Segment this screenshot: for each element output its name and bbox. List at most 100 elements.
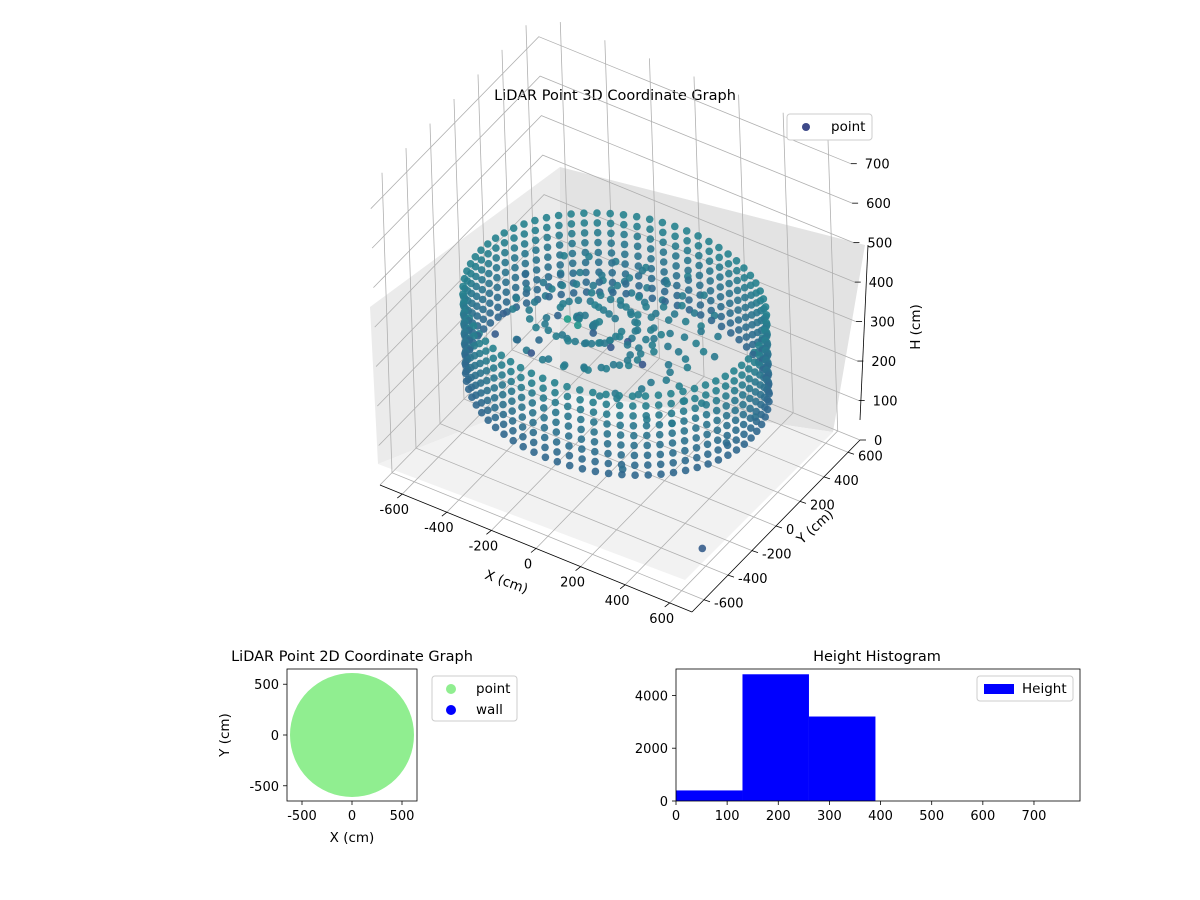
hist-frame: [675, 668, 1081, 802]
plot3d-point: [539, 394, 548, 402]
plot3d-point: [471, 252, 480, 261]
plot3d-point: [532, 266, 541, 274]
plot3d-y-tick: [703, 599, 711, 603]
plot3d-point: [643, 415, 651, 424]
plot3d-z-tick-label: 0: [874, 434, 882, 449]
plot3d-z-tick-label: 300: [870, 316, 895, 331]
plot3d-point: [552, 428, 561, 436]
plot3d-point: [554, 211, 563, 220]
plot3d-z-tick-label: 700: [865, 158, 890, 173]
plot3d-point: [733, 276, 741, 285]
plot3d-point: [558, 281, 567, 290]
plot3d-point: [497, 351, 506, 360]
plot3d-point: [748, 321, 756, 329]
plot3d-y-tick: [775, 525, 783, 529]
plot3d-point: [717, 302, 725, 311]
plot3d-point: [606, 209, 614, 218]
plot3d-point: [485, 269, 493, 278]
plot3d-point: [740, 274, 749, 282]
plot3d-point: [578, 445, 586, 453]
plot3d-point: [655, 411, 663, 419]
plot3d-point: [723, 431, 731, 440]
plot3d-point: [477, 408, 486, 417]
plot3d-point: [486, 309, 494, 317]
plot3d-point: [493, 273, 501, 282]
hist-y-tick-label: 0: [660, 795, 668, 810]
plot3d-point: [666, 329, 674, 338]
plot3d-point: [557, 290, 565, 299]
plot3d-point: [603, 440, 612, 448]
plot3d-point: [748, 330, 757, 339]
plot3d-point: [668, 439, 677, 447]
plot3d-point: [531, 216, 539, 225]
hist-bar: [808, 716, 876, 801]
plot3d-point: [659, 228, 667, 237]
plot3d-point: [491, 403, 499, 412]
plot3d-point: [753, 427, 761, 436]
hist-bar: [676, 790, 743, 801]
plot3d-point: [581, 239, 589, 247]
plot3d-point: [478, 285, 487, 294]
plot3d-point: [533, 276, 541, 284]
plot2d-x-label: X (cm): [330, 830, 375, 846]
plot3d-x-tick: [397, 493, 403, 499]
plot3d-point: [747, 301, 756, 309]
plot3d-point: [633, 232, 642, 241]
plot3d-point: [742, 343, 751, 351]
plot3d-point: [712, 396, 721, 405]
plot3d-point: [520, 230, 529, 238]
plot3d-point: [675, 382, 683, 391]
plot3d-x-tick: [575, 566, 581, 571]
plot3d-point: [501, 258, 510, 267]
plot3d-point: [623, 341, 632, 349]
plot3d-point: [587, 289, 596, 297]
plot3d-point: [477, 256, 486, 264]
plot3d-point: [521, 259, 530, 268]
plot3d-point: [492, 264, 501, 272]
plot3d-point: [713, 436, 722, 445]
plot3d-point: [473, 312, 482, 320]
plot2d-x-tick-label: 500: [390, 809, 415, 824]
plot2d-legend-wall-marker: [446, 705, 456, 715]
plot3d-point: [491, 330, 500, 338]
hist-ticks: 0 100 200 300 400 500 600 700 0 2000 4000: [635, 689, 1046, 824]
plot3d-point: [471, 262, 480, 271]
hist-y-tick-label: 2000: [635, 742, 668, 757]
plot3d-point: [724, 250, 732, 258]
plot3d-point: [683, 237, 691, 245]
plot3d-z-tick-label: 100: [873, 395, 898, 410]
plot3d-point: [618, 470, 626, 479]
plot3d-point: [596, 291, 605, 300]
plot3d-point: [563, 402, 572, 411]
plot3d-point: [739, 400, 747, 409]
plot3d-point: [489, 354, 498, 363]
plot3d-point: [642, 402, 650, 410]
plot3d-y-tick: [823, 476, 831, 480]
hist-x-tick-label: 200: [766, 809, 791, 824]
plot3d-point: [713, 416, 721, 425]
plot3d-point: [518, 423, 527, 431]
plot3d-point: [617, 451, 625, 459]
plot3d-point: [552, 418, 560, 427]
plot3d-point: [683, 246, 692, 255]
plot3d-point: [613, 281, 622, 290]
plot3d-point: [604, 459, 613, 468]
plot3d-x-tick: [619, 584, 626, 590]
plot3d-point: [666, 368, 674, 377]
plot3d-point: [735, 335, 743, 344]
plot3d-point: [644, 471, 652, 479]
plot3d-point: [727, 329, 735, 337]
plot3d-point: [581, 311, 589, 320]
plot3d-z-tick-label: 500: [867, 237, 892, 252]
plot3d-point: [691, 404, 699, 413]
plot3d-point: [700, 291, 708, 300]
plot3d-point: [577, 435, 586, 444]
plot3d-point: [671, 242, 680, 250]
plot3d-point: [633, 356, 642, 364]
plot3d-x-ticks: -600 -400 -200 0 200 400 600: [380, 493, 674, 627]
plot3d-point: [648, 341, 657, 350]
plot3d-point: [511, 273, 520, 282]
plot3d-point: [726, 309, 734, 318]
plot3d-point: [540, 423, 549, 432]
plot3d-point: [609, 288, 617, 297]
